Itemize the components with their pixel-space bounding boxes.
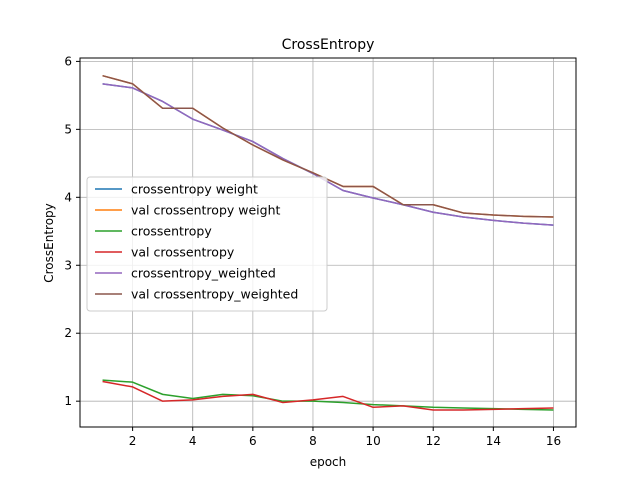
y-tick-label: 2 <box>64 326 72 340</box>
x-axis-label: epoch <box>310 455 347 469</box>
y-axis-label: CrossEntropy <box>42 203 56 283</box>
y-axis-ticks: 1 2 3 4 5 6 <box>64 54 80 408</box>
x-tick-label: 10 <box>365 434 380 448</box>
legend-label: val crossentropy weight <box>131 203 280 218</box>
legend-label: val crossentropy_weighted <box>131 287 298 302</box>
x-axis-ticks: 2 4 6 8 10 12 14 16 <box>129 427 561 448</box>
series-lines <box>102 74 554 411</box>
legend-label: val crossentropy <box>131 245 235 260</box>
y-tick-label: 3 <box>64 258 72 272</box>
x-tick-label: 16 <box>546 434 561 448</box>
legend-box <box>86 176 328 312</box>
series-line-3 <box>102 379 554 411</box>
x-tick-label: 14 <box>486 434 501 448</box>
legend: crossentropy weight val crossentropy weig… <box>86 176 328 312</box>
x-tick-label: 2 <box>129 434 137 448</box>
x-tick-label: 6 <box>249 434 257 448</box>
plot-frame <box>79 57 577 428</box>
legend-label: crossentropy <box>131 224 212 239</box>
y-tick-label: 5 <box>64 122 72 136</box>
y-tick-label: 1 <box>64 394 72 408</box>
legend-label: crossentropy_weighted <box>131 266 276 281</box>
x-tick-label: 8 <box>309 434 317 448</box>
y-tick-label: 6 <box>64 54 72 68</box>
x-tick-label: 4 <box>189 434 197 448</box>
series-line-4 <box>102 380 554 411</box>
series-line-5 <box>102 83 554 226</box>
chart-title: CrossEntropy <box>282 37 375 53</box>
legend-label: crossentropy weight <box>131 182 258 197</box>
x-tick-label: 12 <box>426 434 441 448</box>
series-line-6 <box>102 74 554 218</box>
y-tick-label: 4 <box>64 190 72 204</box>
